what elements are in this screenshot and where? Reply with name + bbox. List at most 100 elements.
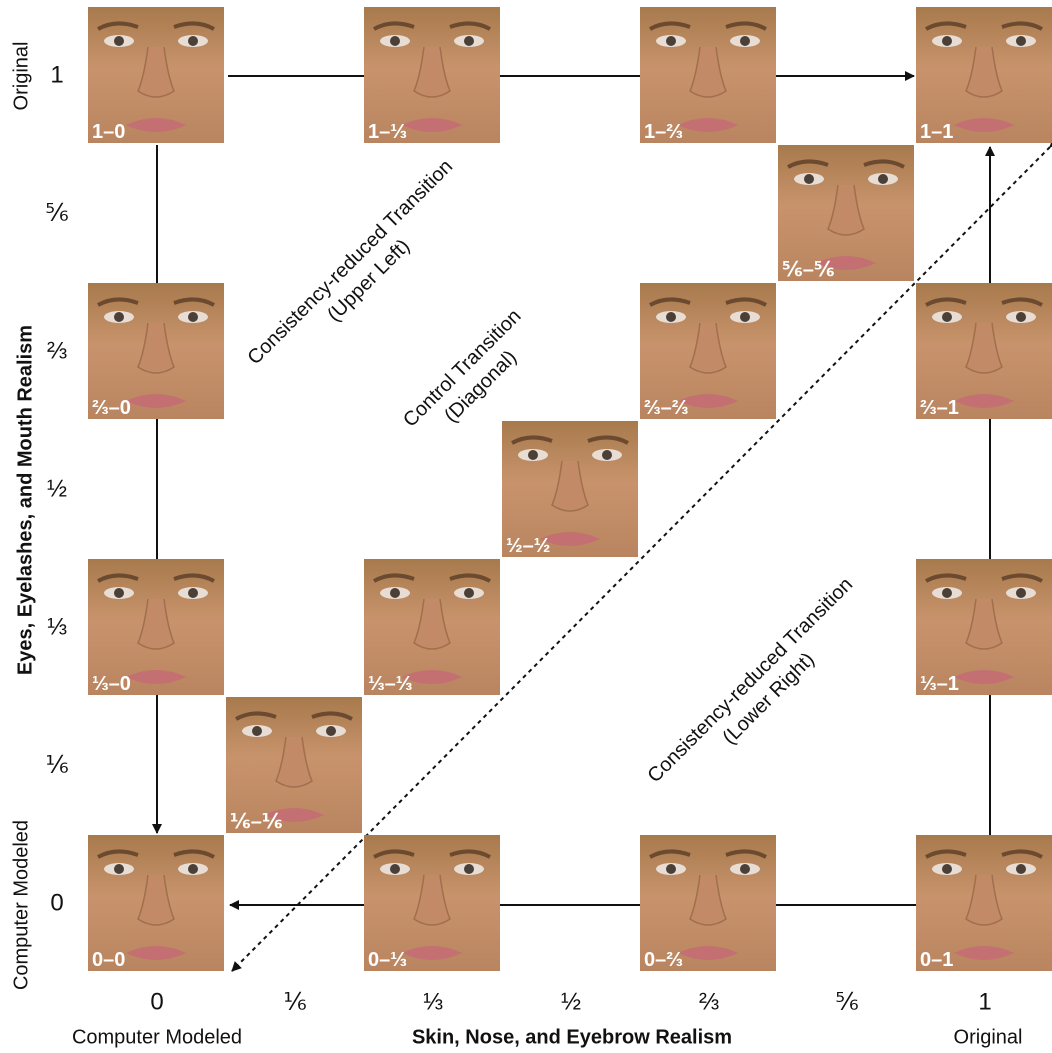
tile-label: 0–⅔: [644, 949, 683, 971]
x-high-label: Original: [954, 1026, 1023, 1048]
nose: [137, 322, 175, 374]
eyebrow: [373, 21, 491, 31]
face-tile: ⅓–⅓: [364, 559, 500, 695]
iris: [666, 36, 676, 46]
eyebrow: [925, 573, 1043, 583]
iris: [464, 588, 474, 598]
lips: [816, 256, 876, 270]
face-tile: 0–⅓: [364, 835, 500, 971]
tile-label: 0–⅓: [368, 949, 407, 971]
x-tick-label: 1: [978, 988, 991, 1015]
annotation-line: Consistency-reduced Transition: [643, 573, 857, 787]
x-axis-title: Skin, Nose, and Eyebrow Realism: [412, 1026, 732, 1048]
iris: [114, 864, 124, 874]
x-tick-label: ½: [561, 988, 581, 1015]
eyebrow: [235, 711, 353, 721]
iris: [878, 174, 888, 184]
y-tick-label: ½: [47, 475, 67, 502]
nose: [137, 598, 175, 650]
nose: [275, 736, 313, 788]
iris: [804, 174, 814, 184]
iris: [942, 36, 952, 46]
y-high-label: Original: [10, 42, 32, 111]
nose: [965, 598, 1003, 650]
iris: [252, 726, 262, 736]
iris: [326, 726, 336, 736]
iris: [666, 864, 676, 874]
tile-label: 0–1: [920, 949, 953, 971]
iris: [188, 312, 198, 322]
y-tick-label: 1: [50, 61, 63, 88]
tile-label: 1–⅓: [368, 121, 407, 143]
nose: [827, 184, 865, 236]
y-axis-title: Eyes, Eyelashes, and Mouth Realism: [14, 325, 36, 675]
iris: [114, 588, 124, 598]
eyebrow: [649, 849, 767, 859]
iris: [188, 36, 198, 46]
face-tile: 1–⅔: [640, 7, 776, 143]
tile-label: ⅓–0: [92, 673, 131, 695]
iris: [602, 450, 612, 460]
tile-label: ½–½: [506, 535, 550, 557]
face-tile: 1–0: [88, 7, 224, 143]
lips: [954, 946, 1014, 960]
face-tile: ⅔–⅔: [640, 283, 776, 419]
lips: [126, 394, 186, 408]
nose: [965, 322, 1003, 374]
face-tile: 1–⅓: [364, 7, 500, 143]
tile-label: 1–1: [920, 121, 953, 143]
iris: [464, 864, 474, 874]
iris: [740, 864, 750, 874]
iris: [740, 36, 750, 46]
x-tick-label: ⅚: [835, 988, 858, 1015]
iris: [188, 588, 198, 598]
lips: [126, 946, 186, 960]
nose: [413, 598, 451, 650]
y-tick-label: ⅚: [45, 199, 68, 226]
annotation: Consistency-reduced Transition (Lower Ri…: [643, 573, 857, 787]
nose: [137, 874, 175, 926]
iris: [942, 312, 952, 322]
tile-label: ⅙–⅙: [230, 811, 283, 833]
iris: [1016, 588, 1026, 598]
eyebrow: [97, 849, 215, 859]
diagonal-arrow: [231, 137, 1052, 972]
eyebrow: [373, 849, 491, 859]
lips: [126, 118, 186, 132]
face-tile: ⅚–⅚: [778, 145, 914, 281]
iris: [942, 864, 952, 874]
x-low-label: Computer Modeled: [72, 1026, 242, 1048]
eyebrow: [925, 849, 1043, 859]
iris: [188, 864, 198, 874]
face-tile: ½–½: [502, 421, 638, 557]
iris: [114, 36, 124, 46]
tile-label: 1–⅔: [644, 121, 683, 143]
nose: [413, 874, 451, 926]
annotation: Consistency-reduced Transition (Upper Le…: [243, 155, 457, 369]
face-tile: 1–1: [916, 7, 1052, 143]
tile-label: ⅔–⅔: [644, 397, 688, 419]
nose: [137, 46, 175, 98]
eyebrow: [97, 573, 215, 583]
face-tile: ⅔–0: [88, 283, 224, 419]
x-tick-label: ⅔: [699, 988, 719, 1015]
lips: [126, 670, 186, 684]
eyebrow: [925, 297, 1043, 307]
eyebrow: [511, 435, 629, 445]
face-tile: 0–⅔: [640, 835, 776, 971]
lips: [540, 532, 600, 546]
annotation-line: Consistency-reduced Transition: [243, 155, 457, 369]
x-tick-label: ⅙: [283, 988, 306, 1015]
lips: [264, 808, 324, 822]
nose: [965, 46, 1003, 98]
tile-label: ⅓–⅓: [368, 673, 412, 695]
iris: [942, 588, 952, 598]
face-tile: ⅔–1: [916, 283, 1052, 419]
iris: [528, 450, 538, 460]
y-tick-label: ⅓: [47, 613, 67, 640]
tile-label: ⅔–1: [920, 397, 959, 419]
lips: [678, 118, 738, 132]
lips: [678, 946, 738, 960]
tile-label: ⅔–0: [92, 397, 131, 419]
